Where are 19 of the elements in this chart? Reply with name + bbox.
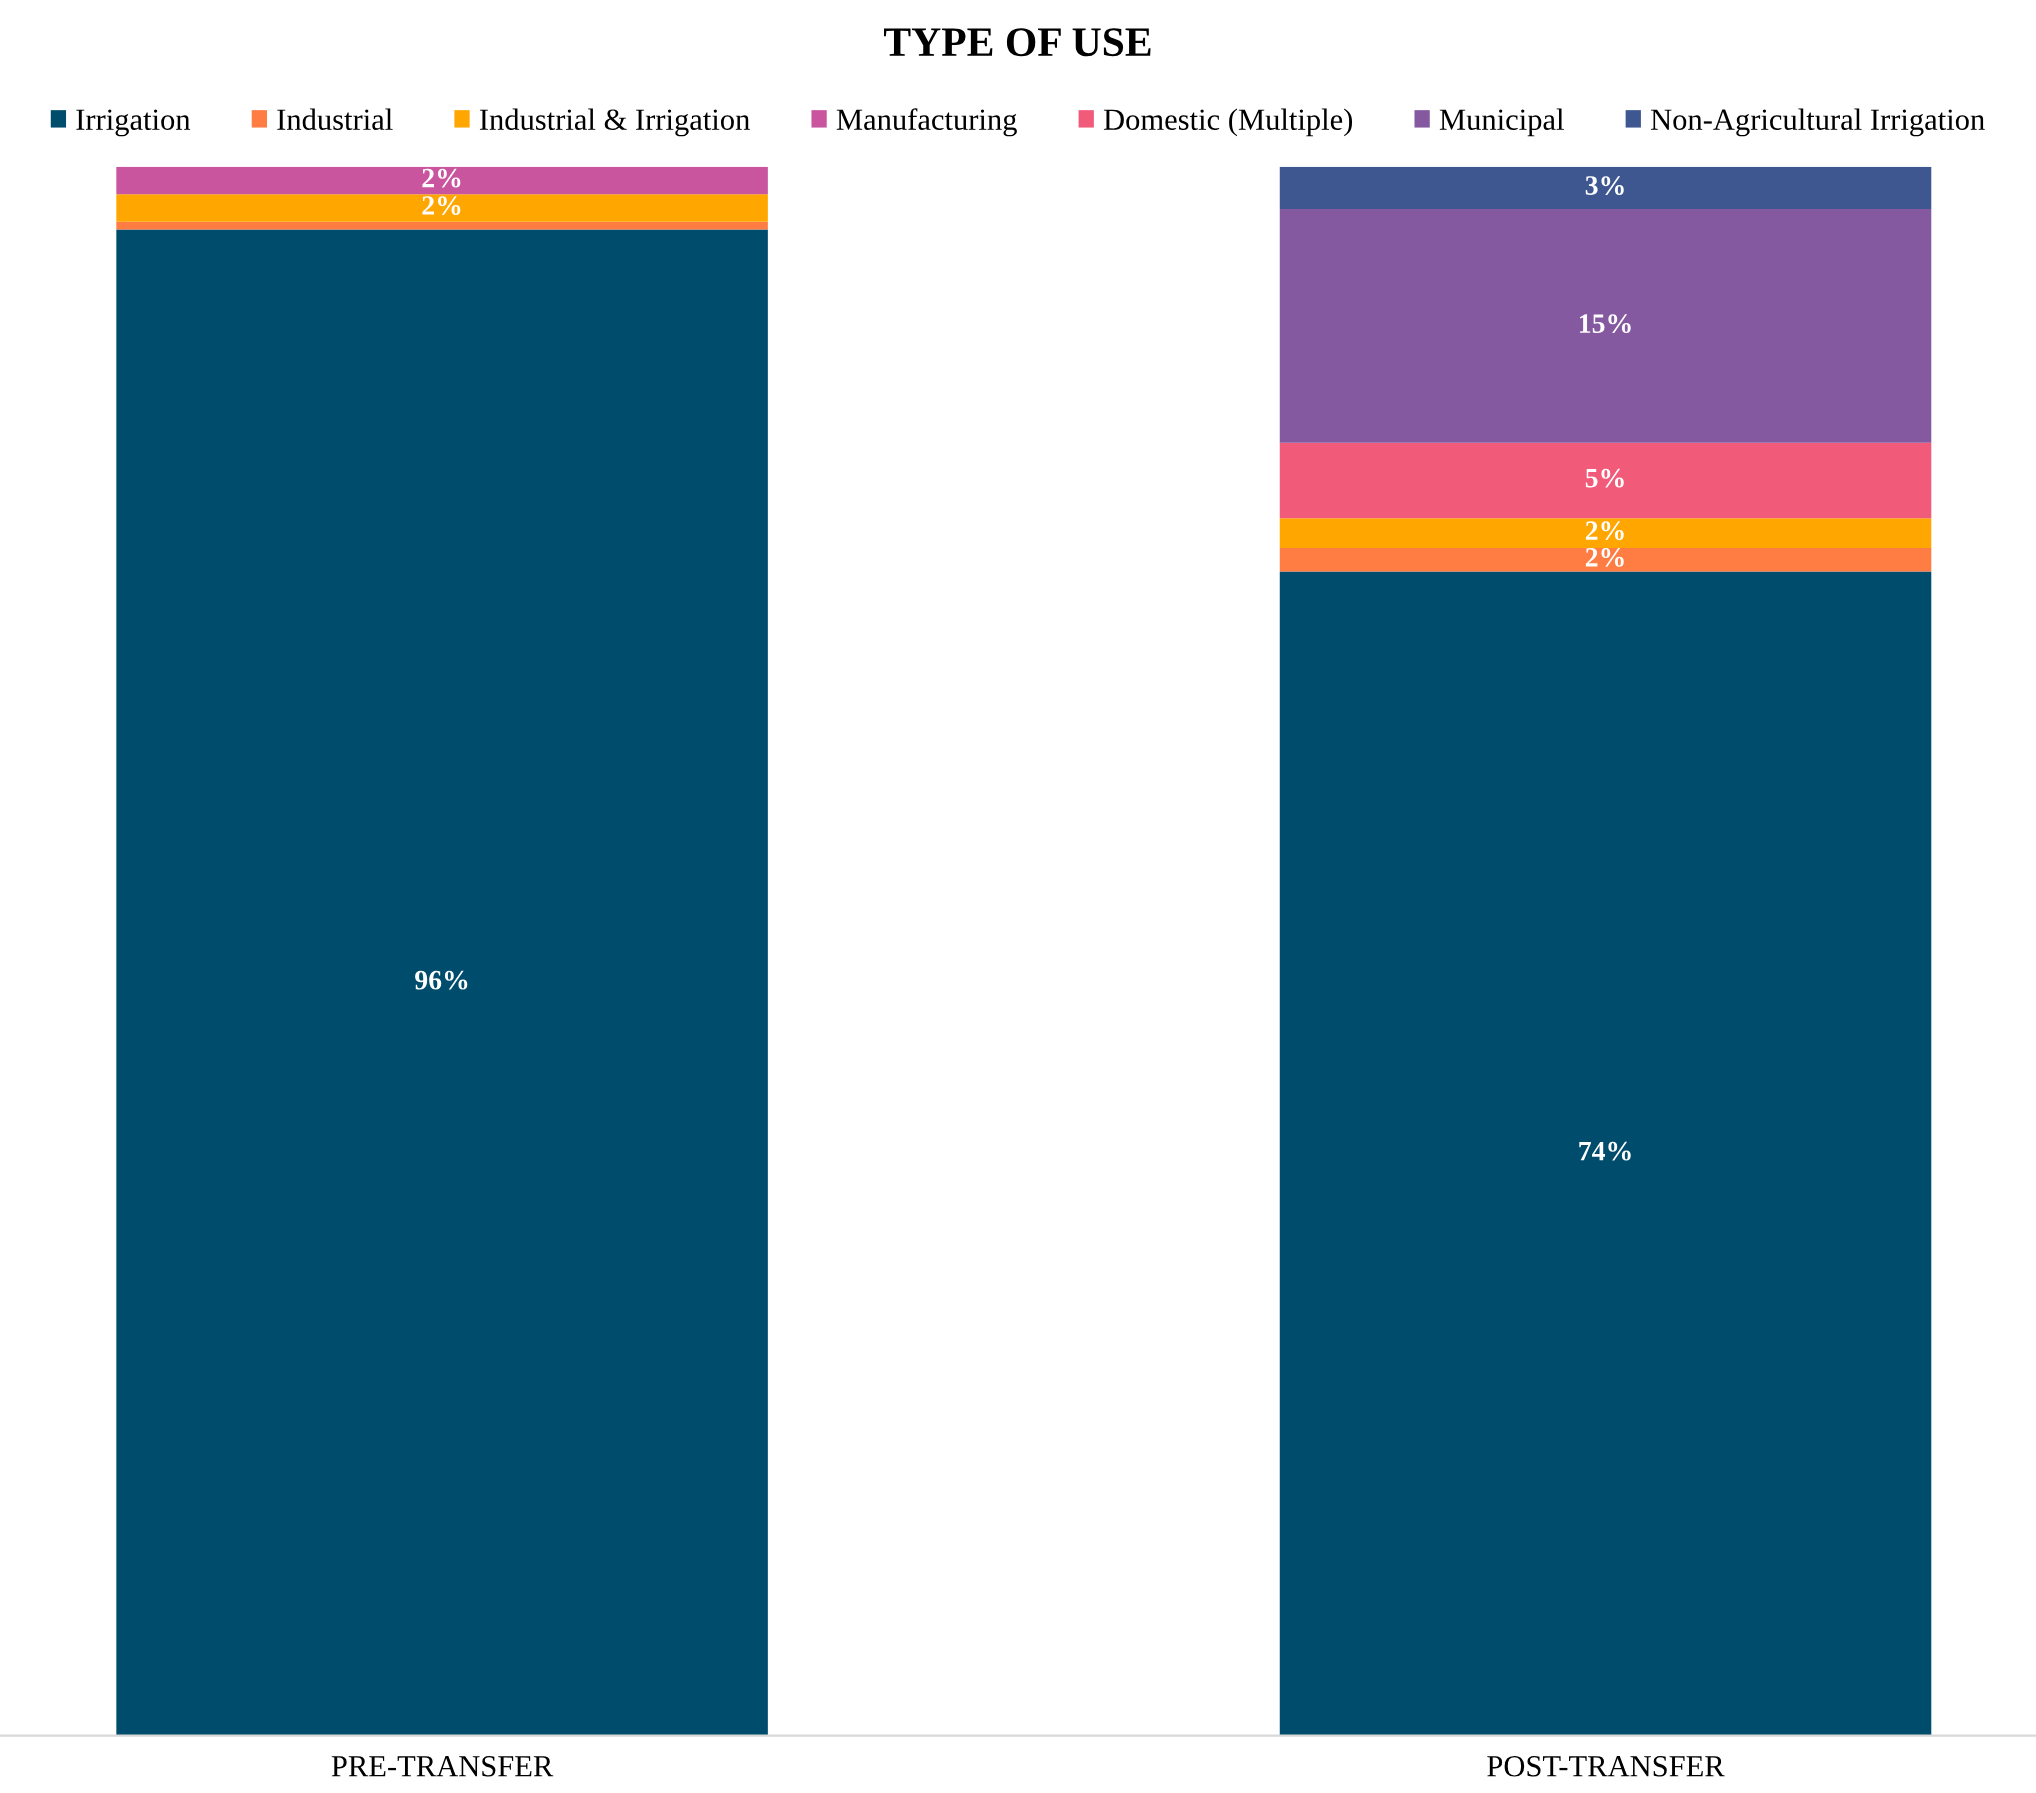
legend-label: Irrigation [76,109,191,137]
data-label: 15% [1579,314,1631,334]
x-tick-label: POST-TRANSFER [1487,1756,1725,1777]
legend-label: Manufacturing [836,108,1017,137]
legend-label: Non-Agricultural Irrigation [1650,108,1985,137]
legend-label: Domestic (Multiple) [1103,108,1353,137]
x-tick-label: PRE-TRANSFER [331,1756,554,1777]
data-label: 3% [1585,176,1624,195]
data-label: 74% [1579,1141,1631,1161]
legend-label: Industrial & Irrigation [479,108,750,137]
legend-label: Industrial [277,108,393,130]
chart-title: TYPE OF USE [884,28,1151,57]
data-label: 2% [422,168,461,188]
data-label: 2% [1585,521,1624,541]
data-label: 5% [1585,468,1624,488]
data-label: 2% [1585,547,1624,567]
legend-label: Municipal [1439,108,1564,137]
data-label: 96% [415,970,468,990]
data-label: 2% [422,196,461,215]
